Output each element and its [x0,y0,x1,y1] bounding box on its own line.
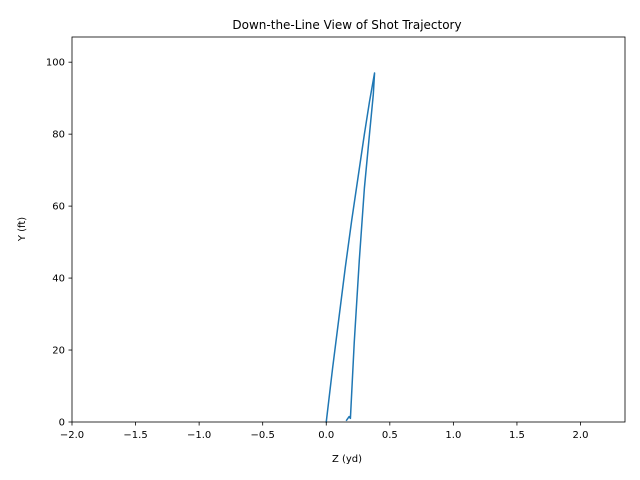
y-tick-label: 20 [52,346,65,357]
series-line-0 [325,72,376,423]
axes-frame [71,36,626,423]
y-axis-label: Y (ft) [17,217,28,242]
x-tick-label: −0.5 [251,430,275,441]
x-tick-label: 1.5 [509,430,525,441]
x-tick-label: 0.5 [382,430,398,441]
x-axis-label: Z (yd) [332,454,362,465]
y-tick-label: 0 [59,418,65,429]
y-tick-label: 60 [52,202,65,213]
x-tick-label: 0.0 [318,430,334,441]
x-tick-label: −1.5 [123,430,147,441]
y-tick-label: 100 [46,58,65,69]
x-tick-label: −1.0 [187,430,211,441]
plot-area: −2.0 −1.5 −1.0 −0.5 0.0 0.5 1.0 1.5 2.0 0 20 40 60 80… [46,36,626,441]
x-tick-label: 1.0 [445,430,461,441]
y-tick-label: 80 [52,130,65,141]
y-tick-label: 40 [52,274,65,285]
chart-title: Down-the-Line View of Shot Trajectory [232,18,461,32]
x-tick-label: 2.0 [573,430,589,441]
x-tick-label: −2.0 [60,430,84,441]
